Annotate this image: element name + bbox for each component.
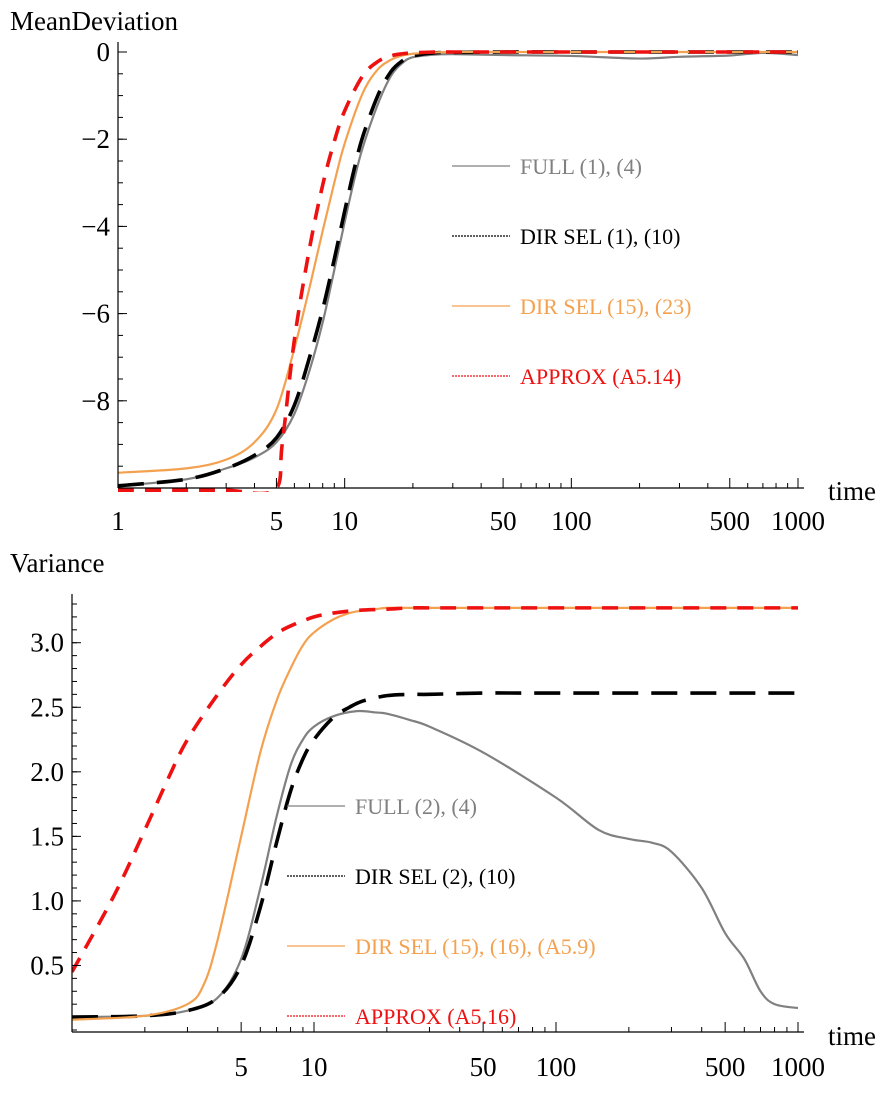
legend-label-dir-sel-2-10: DIR SEL (2), (10) [355, 864, 516, 889]
legend-label-dir-sel-15-23: DIR SEL (15), (23) [520, 294, 692, 319]
x-tick-label: 10 [301, 1052, 328, 1082]
series-line-dir-sel-1-10 [118, 50, 798, 488]
x-tick-label: 100 [551, 506, 592, 536]
series-line-approx-a5-14 [118, 50, 798, 492]
y-tick-label: 1.0 [30, 886, 64, 916]
y-tick-label: 2.5 [30, 692, 64, 722]
legend-label-dir-sel-1-10: DIR SEL (1), (10) [520, 224, 681, 249]
series-line-approx-a5-16 [72, 605, 798, 973]
variance-panel: 0.5 1.0 1.5 2.0 2.5 3.0 5 10 50 100 500 1000 Varianc… [10, 548, 876, 1082]
y-tick-label: 1.5 [30, 821, 64, 851]
y-tick-label: 0 [97, 37, 111, 67]
series-line-dir-sel-2-10 [72, 691, 798, 1019]
x-tick-label: 50 [490, 506, 517, 536]
x-axis-label: time [828, 1021, 876, 1051]
legend-label-dir-sel-15-16-a5-9: DIR SEL (15), (16), (A5.9) [355, 934, 596, 959]
series-line-full-1-4 [118, 51, 798, 487]
mean-deviation-curves [118, 50, 798, 492]
x-tick-label: 1000 [771, 1052, 825, 1082]
x-tick-label: 1000 [771, 506, 825, 536]
variance-legend: FULL (2), (4) DIR SEL (2), (10) DIR SEL (1… [287, 794, 596, 1029]
y-tick-label: −4 [81, 211, 110, 241]
variance-curves [72, 605, 798, 1021]
x-tick-label: 500 [710, 506, 751, 536]
y-axis-label: MeanDeviation [10, 6, 178, 36]
legend-label-full-1-4: FULL (1), (4) [520, 154, 642, 179]
mean-deviation-axes: 0 −2 −4 −6 −8 1 5 10 50 100 500 1000 MeanDeviation ti… [10, 6, 876, 536]
y-tick-label: −6 [81, 299, 110, 329]
x-axis-label: time [828, 476, 876, 506]
x-tick-label: 10 [331, 506, 358, 536]
variance-axes: 0.5 1.0 1.5 2.0 2.5 3.0 5 10 50 100 500 1000 Varianc… [10, 548, 876, 1082]
legend-label-approx-a5-14: APPROX (A5.14) [520, 364, 681, 389]
y-tick-label: −2 [81, 124, 110, 154]
series-line-dir-sel-15-23 [118, 50, 798, 474]
x-tick-label: 1 [111, 506, 125, 536]
series-line-full-2-4 [72, 709, 798, 1019]
mean-deviation-panel: 0 −2 −4 −6 −8 1 5 10 50 100 500 1000 MeanDeviation ti… [10, 6, 876, 536]
legend-label-full-2-4: FULL (2), (4) [355, 794, 477, 819]
y-tick-label: 3.0 [30, 628, 64, 658]
x-tick-label: 100 [536, 1052, 577, 1082]
x-tick-label: 500 [705, 1052, 746, 1082]
y-tick-label: 0.5 [30, 950, 64, 980]
y-tick-label: 2.0 [30, 757, 64, 787]
legend-label-approx-a5-16: APPROX (A5.16) [355, 1004, 516, 1029]
x-tick-label: 5 [270, 506, 284, 536]
x-tick-label: 5 [234, 1052, 248, 1082]
y-tick-label: −8 [81, 386, 110, 416]
x-tick-label: 50 [470, 1052, 497, 1082]
mean-deviation-legend: FULL (1), (4) DIR SEL (1), (10) DIR SEL (1… [452, 154, 692, 389]
y-axis-label: Variance [10, 548, 104, 578]
